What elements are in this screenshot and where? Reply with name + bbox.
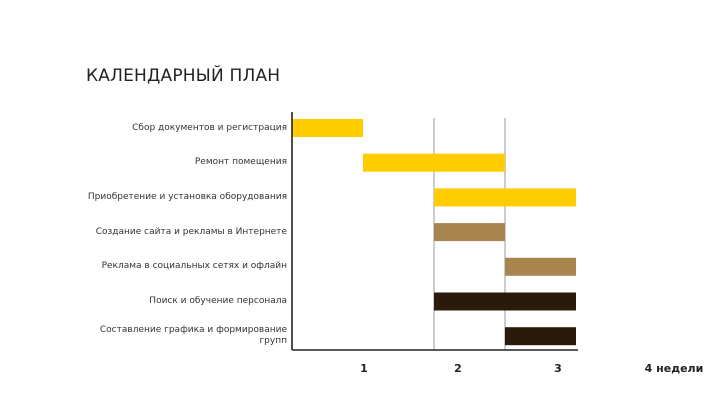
page-title: КАЛЕНДАРНЫЙ ПЛАН xyxy=(86,66,281,86)
task-label-6: Поиск и обучение персонала xyxy=(149,296,287,306)
task-label-2: Ремонт помещения xyxy=(194,157,287,168)
task-bar-7 xyxy=(505,327,576,346)
task-bar-3 xyxy=(434,188,576,207)
x-tick-label-3: 3 xyxy=(554,362,562,375)
task-bar-2 xyxy=(363,153,505,172)
task-bar-4 xyxy=(434,223,505,242)
task-label-7: Составление графика и формирование групп xyxy=(99,325,287,347)
x-tick-label-2: 2 xyxy=(454,362,462,375)
task-label-3: Приобретение и установка оборудования xyxy=(87,191,287,202)
x-tick-label-4: 4 недели xyxy=(645,362,704,375)
task-label-5: Реклама в социальных сетях и офлайн xyxy=(101,261,287,272)
x-tick-label-1: 1 xyxy=(360,362,368,375)
task-label-4: Создание сайта и рекламы в Интернете xyxy=(95,226,287,237)
task-labels: Сбор документов и регистрация Ремонт поме… xyxy=(0,0,287,405)
task-bar-6 xyxy=(434,292,576,311)
task-bar-5 xyxy=(505,257,576,276)
task-label-1: Сбор документов и регистрация xyxy=(132,122,287,133)
task-bar-1 xyxy=(292,119,363,137)
